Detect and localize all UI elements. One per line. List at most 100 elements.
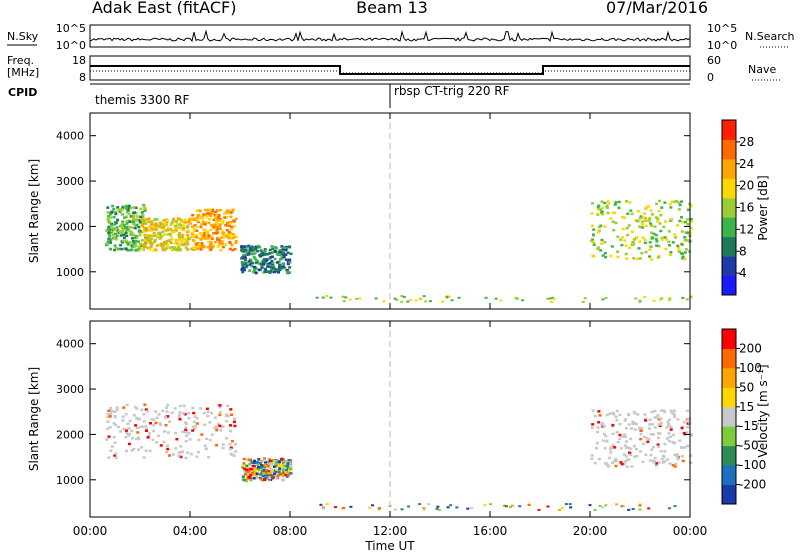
scatter-cell	[107, 456, 111, 459]
scatter-cell	[245, 464, 249, 468]
colorbar-tick-label: 8	[739, 244, 747, 258]
scatter-cell	[107, 225, 111, 229]
scatter-cell	[663, 442, 667, 446]
y-tick-label: 4000	[56, 338, 84, 351]
scatter-cell	[116, 208, 120, 211]
scatter-cell	[140, 239, 144, 242]
nsky-tick-bottom: 10^0	[56, 39, 86, 52]
scatter-cell	[112, 227, 116, 230]
scatter-cell	[670, 200, 674, 203]
scatter-cell	[186, 236, 190, 239]
scatter-cell	[284, 471, 288, 474]
ground-cell	[509, 505, 513, 508]
scatter-cell	[202, 411, 206, 415]
scatter-cell	[229, 408, 233, 411]
scatter-cell	[168, 420, 172, 423]
scatter-cell	[643, 241, 647, 245]
scatter-cell	[130, 248, 134, 251]
scatter-cell	[653, 225, 657, 228]
ground-cell	[348, 298, 352, 301]
scatter-cell	[641, 222, 645, 226]
scatter-cell	[616, 250, 620, 253]
scatter-cell	[187, 412, 191, 415]
scatter-cell	[199, 209, 202, 213]
scatter-cell	[106, 206, 110, 209]
scatter-cell	[263, 252, 267, 256]
scatter-cell	[677, 248, 681, 252]
nsearch-tick-bottom: 10^0	[707, 39, 737, 52]
scatter-cell	[222, 231, 226, 235]
colorbar-swatch	[722, 387, 736, 408]
scatter-cell	[684, 231, 688, 234]
scatter-cell	[616, 235, 620, 238]
y-tick-label: 1000	[56, 266, 84, 279]
scatter-cell	[649, 222, 653, 225]
scatter-cell	[200, 244, 204, 247]
scatter-cell	[611, 423, 615, 427]
scatter-cell	[624, 435, 627, 438]
colorbar-swatch	[722, 484, 736, 505]
scatter-cell	[639, 429, 643, 432]
colorbar-swatch	[722, 275, 736, 296]
scatter-cell	[197, 237, 201, 240]
scatter-cell	[178, 232, 182, 235]
scatter-cell	[220, 241, 223, 245]
scatter-cell	[623, 433, 627, 436]
scatter-cell	[168, 246, 172, 249]
scatter-cell	[146, 436, 150, 439]
scatter-cell	[121, 239, 125, 242]
scatter-cell	[646, 205, 650, 208]
scatter-cell	[218, 225, 222, 229]
ground-cell	[638, 503, 642, 506]
scatter-cell	[603, 447, 607, 450]
freq-panel	[89, 55, 691, 81]
scatter-cell	[637, 247, 641, 250]
scatter-cell	[219, 236, 223, 239]
scatter-cell	[668, 253, 672, 257]
scatter-cell	[200, 223, 204, 226]
scatter-cell	[284, 248, 288, 252]
scatter-cell	[114, 246, 118, 250]
scatter-cell	[202, 245, 206, 249]
scatter-cell	[243, 246, 247, 250]
scatter-cell	[654, 216, 658, 219]
scatter-cell	[207, 212, 211, 216]
scatter-cell	[265, 468, 269, 472]
scatter-cell	[596, 208, 600, 211]
scatter-cell	[171, 246, 175, 249]
scatter-cell	[282, 265, 286, 268]
scatter-cell	[138, 233, 142, 237]
scatter-cell	[243, 245, 247, 248]
scatter-cell	[274, 470, 278, 474]
scatter-cell	[628, 201, 632, 204]
scatter-cell	[648, 217, 652, 220]
scatter-cell	[645, 437, 649, 440]
scatter-cell	[645, 219, 649, 222]
scatter-cell	[207, 455, 211, 459]
scatter-cell	[270, 461, 274, 465]
scatter-cell	[241, 466, 245, 469]
scatter-cell	[131, 233, 135, 237]
scatter-cell	[216, 209, 219, 212]
ground-cell	[601, 506, 605, 509]
scatter-cell	[268, 248, 272, 252]
scatter-cell	[193, 415, 197, 418]
scatter-cell	[615, 418, 619, 422]
scatter-cell	[153, 240, 157, 244]
scatter-cell	[644, 419, 648, 422]
scatter-cell	[630, 212, 634, 216]
scatter-cell	[603, 225, 607, 228]
scatter-cell	[177, 246, 181, 250]
scatter-cell	[218, 405, 222, 409]
scatter-cell	[131, 220, 134, 224]
scatter-cell	[121, 240, 125, 244]
ground-cell	[685, 298, 689, 301]
scatter-cell	[197, 438, 201, 442]
scatter-cell	[234, 241, 238, 244]
scatter-cell	[113, 454, 117, 457]
scatter-cell	[597, 225, 601, 229]
scatter-cell	[113, 441, 117, 445]
scatter-cell	[144, 408, 148, 411]
scatter-cell	[241, 266, 245, 270]
scatter-cell	[126, 242, 130, 245]
